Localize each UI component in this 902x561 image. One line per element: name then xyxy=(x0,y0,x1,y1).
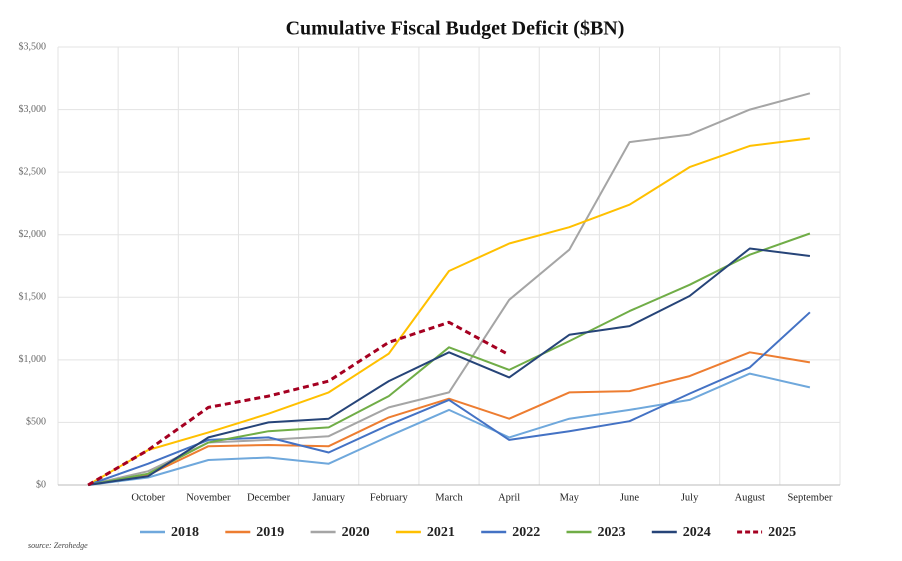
y-tick-label: $0 xyxy=(36,479,46,490)
series-line xyxy=(87,232,811,486)
y-tick-label: $1,000 xyxy=(19,354,47,365)
x-tick-label: September xyxy=(787,492,832,503)
legend-label: 2022 xyxy=(512,525,540,540)
x-tick-label: October xyxy=(131,492,165,503)
series-line xyxy=(87,137,811,486)
legend-label: 2024 xyxy=(683,525,711,540)
x-tick-label: March xyxy=(435,492,463,503)
legend-label: 2021 xyxy=(427,525,455,540)
y-tick-label: $500 xyxy=(26,417,46,428)
y-tick-label: $2,500 xyxy=(19,166,47,177)
x-tick-label: November xyxy=(186,492,231,503)
series-line xyxy=(87,247,811,486)
y-tick-label: $1,500 xyxy=(19,292,47,303)
y-tick-label: $3,500 xyxy=(19,41,47,52)
x-tick-label: February xyxy=(370,492,409,503)
series-line xyxy=(87,351,811,486)
legend-label: 2018 xyxy=(171,525,199,540)
x-tick-label: April xyxy=(498,492,520,503)
source-note: source: Zerohedge xyxy=(28,541,88,550)
x-tick-label: January xyxy=(312,492,345,503)
x-tick-label: June xyxy=(620,492,640,503)
legend-label: 2025 xyxy=(768,525,796,540)
legend-label: 2023 xyxy=(598,525,626,540)
chart-title: Cumulative Fiscal Budget Deficit ($BN) xyxy=(286,18,625,40)
legend-label: 2020 xyxy=(342,525,370,540)
x-tick-label: December xyxy=(247,492,291,503)
series-line xyxy=(87,311,811,486)
x-tick-label: August xyxy=(735,492,765,503)
legend-label: 2019 xyxy=(256,525,284,540)
x-tick-label: May xyxy=(560,492,580,503)
series-line xyxy=(87,320,510,487)
series-line xyxy=(87,372,811,486)
x-tick-label: July xyxy=(681,492,699,503)
y-tick-label: $2,000 xyxy=(19,229,47,240)
y-tick-label: $3,000 xyxy=(19,104,47,115)
